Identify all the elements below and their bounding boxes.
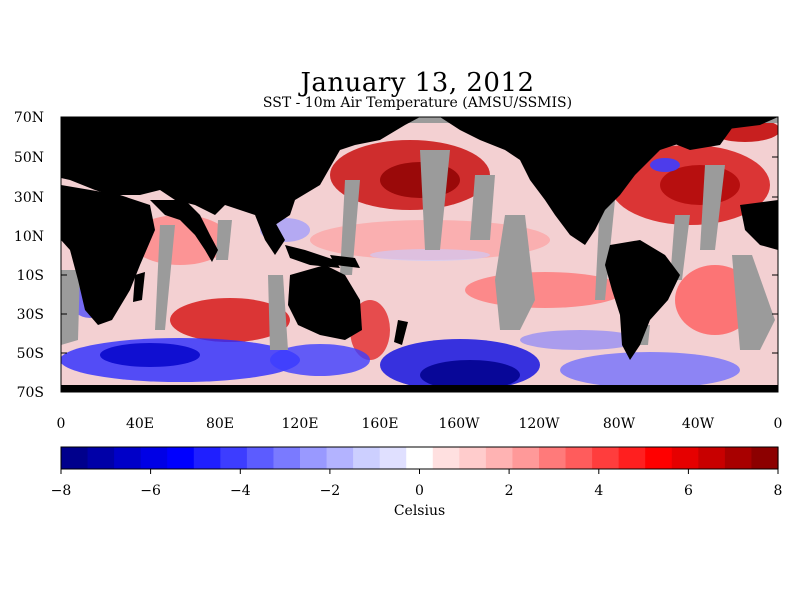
lon-label: 40W bbox=[682, 416, 715, 432]
colorbar-label: 0 bbox=[415, 483, 424, 499]
lon-label: 80E bbox=[206, 416, 234, 432]
lon-label: 160W bbox=[438, 416, 480, 432]
colorbar-swatch bbox=[167, 447, 195, 469]
colorbar-swatch bbox=[379, 447, 407, 469]
lon-label: 0 bbox=[774, 416, 783, 432]
colorbar-label: −2 bbox=[320, 483, 341, 499]
colorbar-swatch bbox=[326, 447, 354, 469]
colorbar-swatch bbox=[724, 447, 753, 469]
colorbar-label: 2 bbox=[505, 483, 514, 499]
colorbar-swatch bbox=[751, 447, 779, 469]
colorbar-swatch bbox=[592, 447, 620, 469]
colorbar-unit-label: Celsius bbox=[394, 503, 445, 519]
colorbar-swatch bbox=[432, 447, 460, 469]
colorbar-swatch bbox=[671, 447, 699, 469]
colorbar-swatch bbox=[485, 447, 514, 469]
map-title: January 13, 2012 bbox=[300, 68, 535, 98]
colorbar-swatch bbox=[193, 447, 221, 469]
colorbar-swatch bbox=[565, 447, 593, 469]
lat-label: 10N bbox=[14, 229, 44, 245]
colorbar-swatch bbox=[140, 447, 168, 469]
lon-ticks bbox=[60, 117, 779, 392]
colorbar-swatch bbox=[406, 447, 434, 469]
map-plot-area bbox=[61, 117, 778, 392]
colorbar-ticks bbox=[60, 469, 779, 474]
colorbar-swatch bbox=[459, 447, 487, 469]
lat-label: 30N bbox=[14, 190, 44, 206]
colorbar-swatch bbox=[273, 447, 301, 469]
colorbar-label: −6 bbox=[140, 483, 161, 499]
colorbar-swatch bbox=[618, 447, 646, 469]
lat-label: 50S bbox=[17, 346, 44, 362]
lat-label: 70S bbox=[17, 385, 44, 401]
colorbar-labels: −8 −6 −4 −2 0 2 4 6 8 bbox=[51, 483, 783, 499]
colorbar-swatch bbox=[246, 447, 275, 469]
colorbar bbox=[61, 447, 779, 469]
map-subtitle: SST - 10m Air Temperature (AMSU/SSMIS) bbox=[262, 95, 573, 111]
lon-label: 80W bbox=[603, 416, 636, 432]
lat-labels: 70N 50N 30N 10N 10S 30S 50S 70S bbox=[14, 110, 44, 401]
colorbar-label: −8 bbox=[51, 483, 72, 499]
colorbar-swatch bbox=[512, 447, 540, 469]
colorbar-label: −4 bbox=[230, 483, 251, 499]
land bbox=[61, 117, 778, 392]
lat-label: 70N bbox=[14, 110, 44, 126]
lon-labels: 0 40E 80E 120E 160E 160W 120W 80W 40W 0 bbox=[57, 416, 783, 432]
lon-label: 40E bbox=[126, 416, 154, 432]
lat-label: 50N bbox=[14, 150, 44, 166]
lon-label: 160E bbox=[362, 416, 399, 432]
colorbar-swatch bbox=[300, 447, 328, 469]
lon-label: 120W bbox=[518, 416, 560, 432]
colorbar-swatch bbox=[645, 447, 673, 469]
lon-label: 120E bbox=[282, 416, 319, 432]
colorbar-swatch bbox=[698, 447, 726, 469]
lon-label: 0 bbox=[57, 416, 66, 432]
colorbar-label: 4 bbox=[594, 483, 603, 499]
colorbar-swatch bbox=[114, 447, 142, 469]
colorbar-swatch bbox=[539, 447, 567, 469]
colorbar-swatch bbox=[87, 447, 115, 469]
lat-label: 10S bbox=[17, 268, 44, 284]
colorbar-label: 8 bbox=[774, 483, 783, 499]
colorbar-label: 6 bbox=[684, 483, 693, 499]
lat-label: 30S bbox=[17, 307, 44, 323]
colorbar-swatch bbox=[353, 447, 381, 469]
colorbar-swatch bbox=[220, 447, 248, 469]
colorbar-swatch bbox=[61, 447, 89, 469]
lat-ticks bbox=[61, 116, 778, 393]
